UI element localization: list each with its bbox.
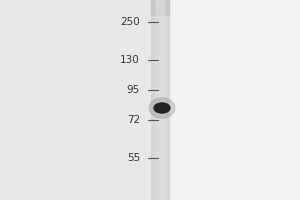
Text: 250: 250 — [120, 17, 140, 27]
Bar — [0, 0, 151, 200]
Bar — [151, 0, 169, 15]
Ellipse shape — [149, 98, 175, 118]
Bar — [151, 0, 169, 200]
Text: 130: 130 — [120, 55, 140, 65]
Bar — [169, 0, 300, 200]
Bar — [156, 0, 164, 200]
Text: 95: 95 — [127, 85, 140, 95]
Ellipse shape — [154, 103, 170, 113]
Text: 72: 72 — [127, 115, 140, 125]
Text: 55: 55 — [127, 153, 140, 163]
